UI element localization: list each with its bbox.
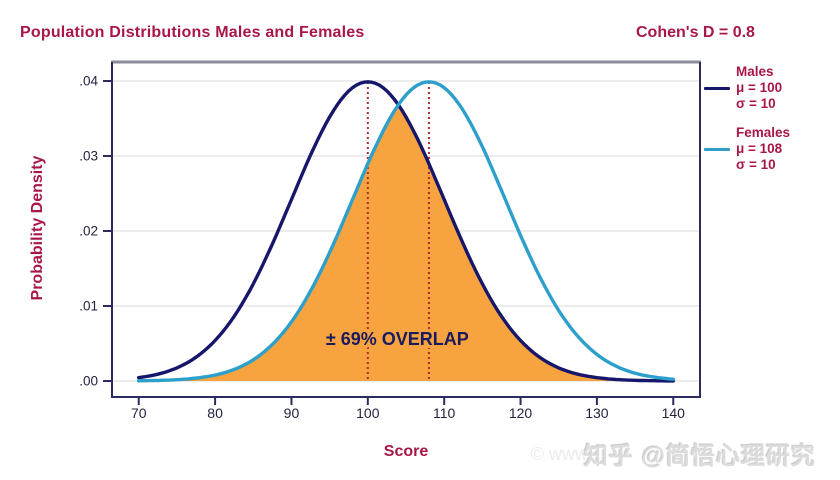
x-tick-label: 120 [509, 405, 533, 421]
females-curve [137, 80, 675, 383]
watermark-copyright: © www [530, 444, 588, 464]
legend-entry-males: Males μ = 100 σ = 10 [704, 64, 790, 112]
males-legend-mu: μ = 100 [736, 80, 783, 95]
females-legend-name: Females [736, 125, 791, 140]
females-legend-mu: μ = 108 [736, 141, 783, 156]
x-tick-label: 140 [662, 405, 686, 421]
legend: Males μ = 100 σ = 10 Females μ = 108 σ =… [704, 64, 790, 173]
y-tick-label: .02 [79, 224, 98, 239]
x-tick-label: 100 [356, 405, 380, 421]
males-legend-text: Males μ = 100 σ = 10 [736, 64, 782, 112]
males-legend-sigma: σ = 10 [736, 96, 776, 111]
y-tick-label: .00 [79, 374, 98, 389]
y-tick-label: .01 [79, 299, 98, 314]
females-swatch-column [704, 147, 736, 151]
watermark-zhihu: 知乎 @简悟心理研究 [583, 443, 816, 470]
cohens-d-annotation: Cohen's D = 0.8 [636, 24, 755, 41]
x-tick-label: 110 [433, 405, 456, 421]
legend-entry-females: Females μ = 108 σ = 10 [704, 125, 790, 173]
overlap-region [138, 104, 674, 382]
males-legend-name: Males [736, 64, 774, 79]
x-tick-label: 80 [207, 405, 223, 421]
x-tick-label: 90 [284, 405, 300, 421]
females-legend-text: Females μ = 108 σ = 10 [736, 125, 790, 173]
x-tick-label: 70 [131, 405, 147, 421]
males-line-swatch [704, 86, 730, 90]
chart-title: Population Distributions Males and Femal… [20, 24, 365, 41]
y-tick-label: .03 [79, 149, 98, 164]
males-curve [137, 80, 675, 383]
females-line-swatch [704, 147, 730, 151]
x-tick-label: 130 [585, 405, 609, 421]
x-axis-title: Score [383, 443, 429, 460]
females-legend-sigma: σ = 10 [736, 157, 776, 172]
y-tick-label: .04 [79, 74, 98, 89]
overlap-label: ± 69% OVERLAP [326, 329, 469, 349]
males-swatch-column [704, 86, 736, 90]
